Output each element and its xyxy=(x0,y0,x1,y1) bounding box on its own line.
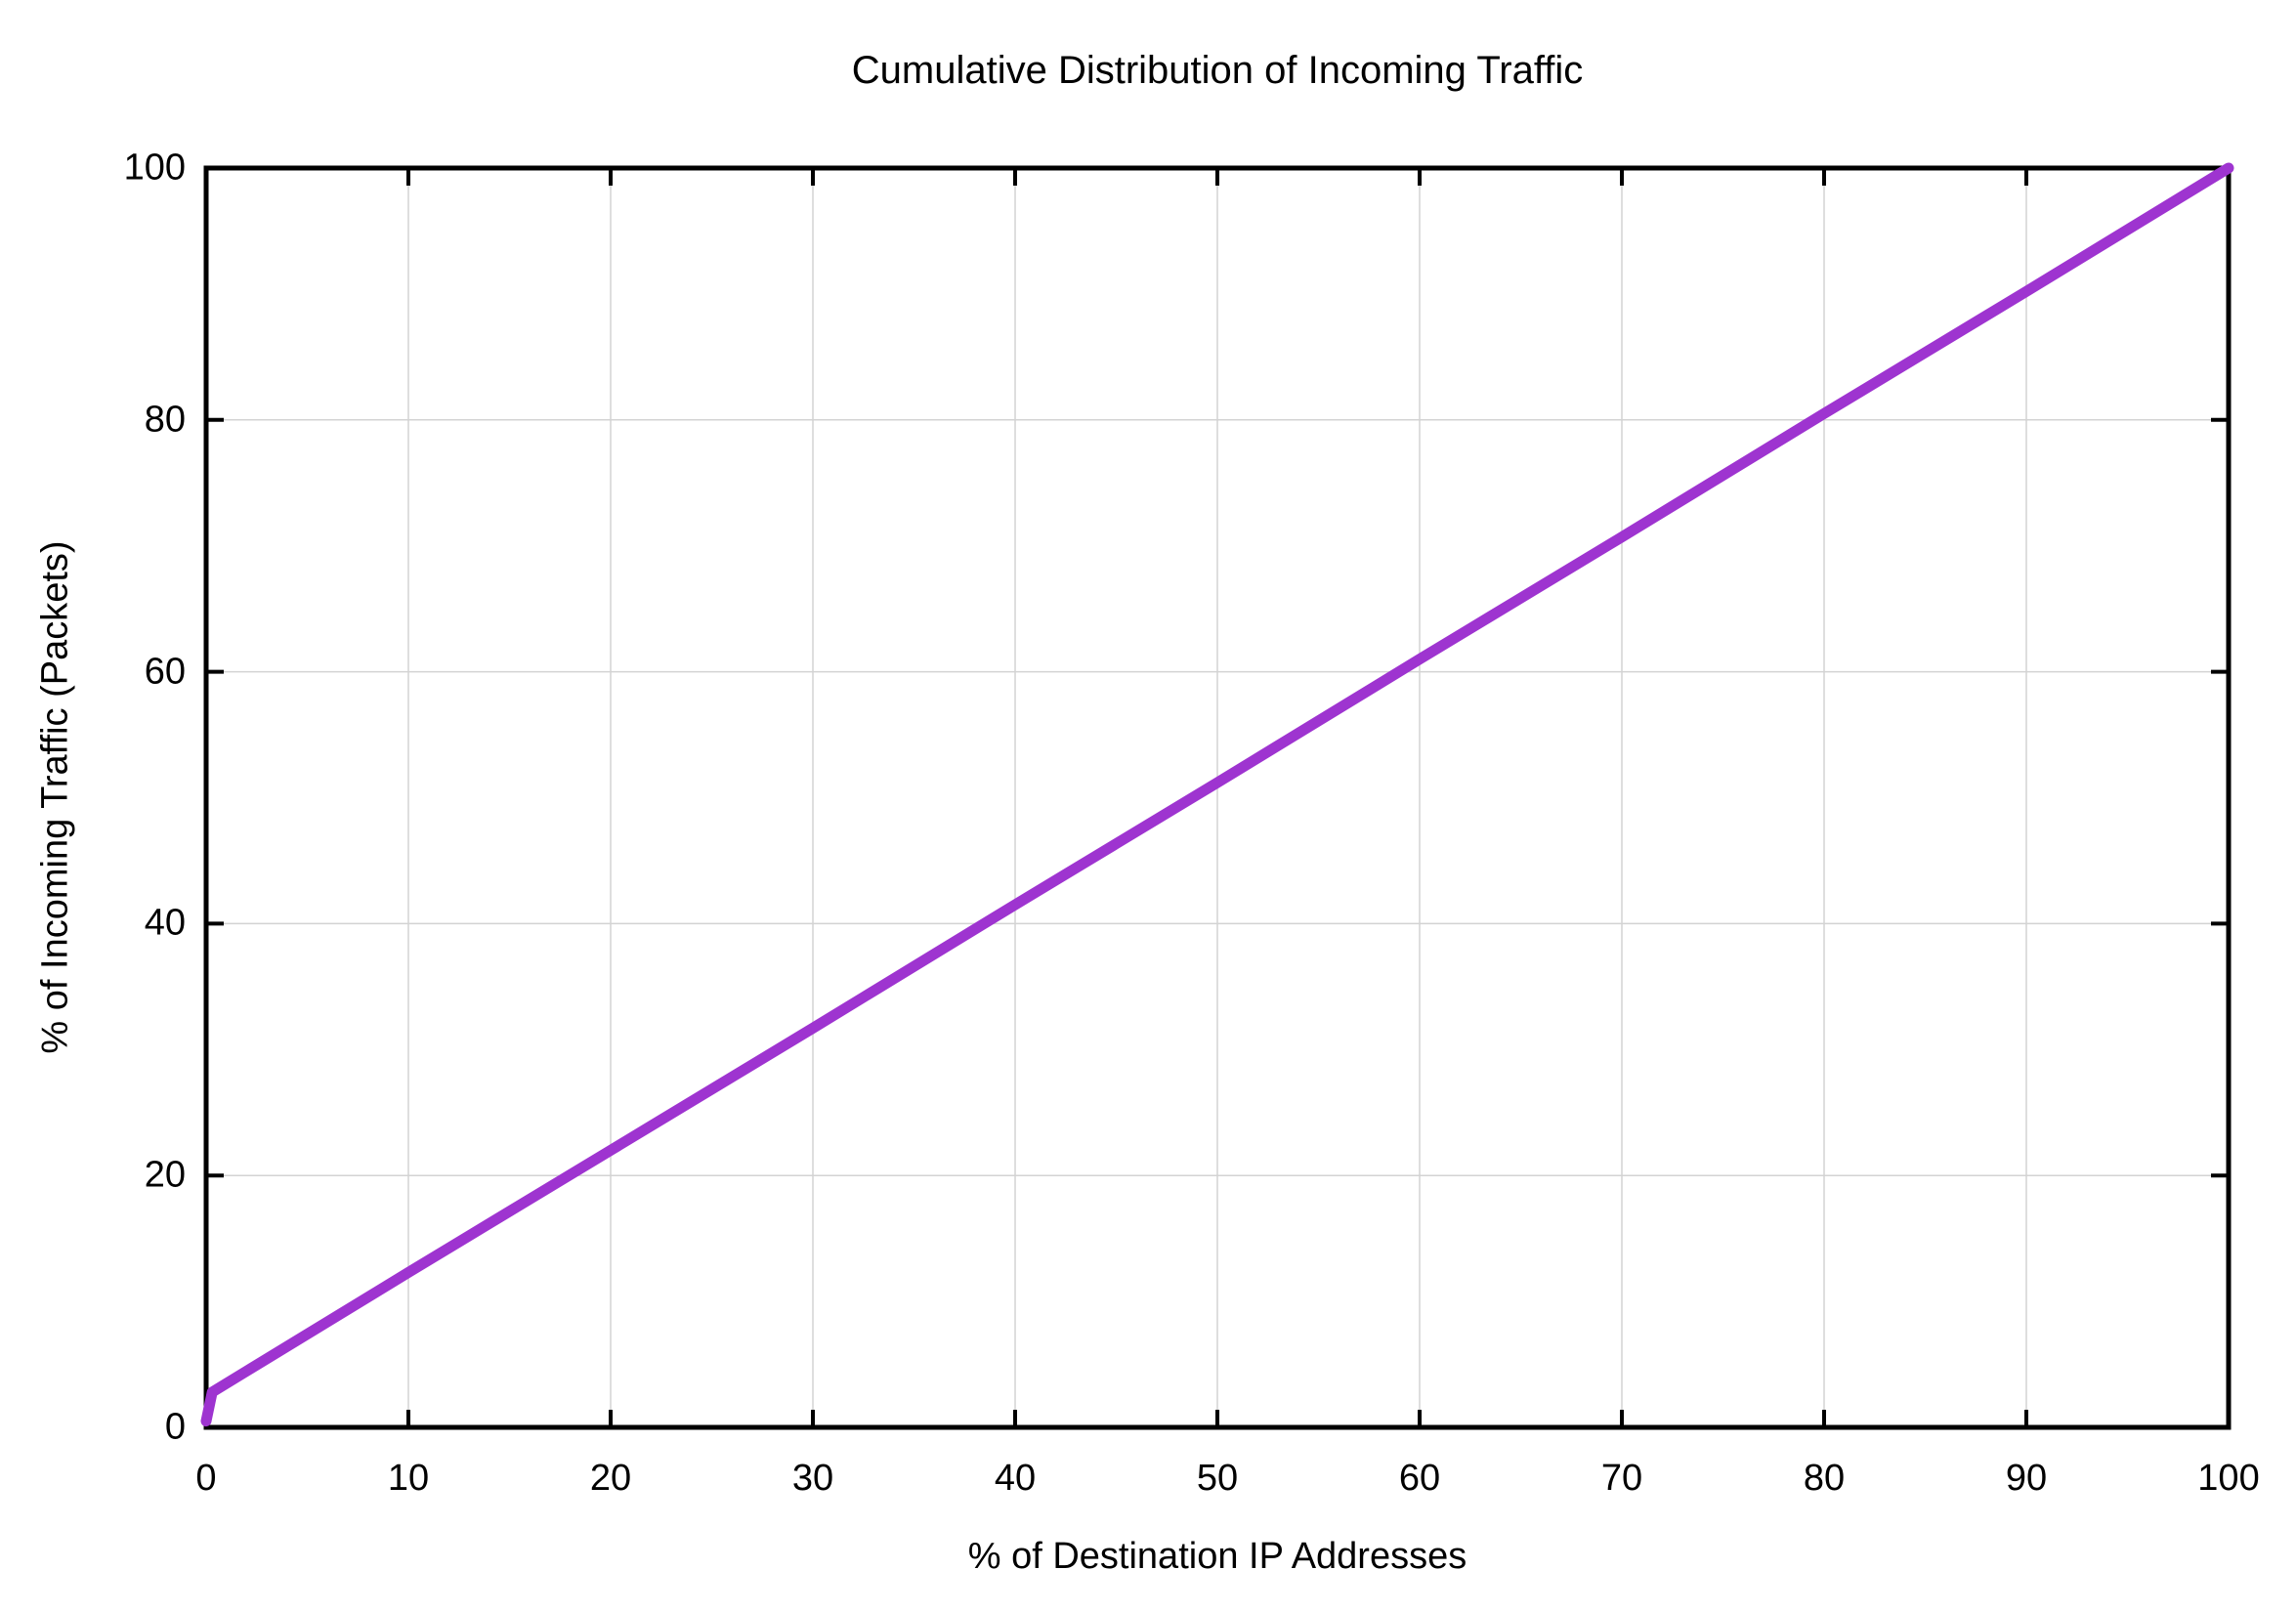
cdf-line xyxy=(200,162,2234,1427)
x-axis-label: % of Destination IP Addresses xyxy=(967,1536,1467,1577)
x-tick-label: 90 xyxy=(2005,1458,2048,1499)
x-tick-label: 30 xyxy=(791,1458,834,1499)
x-tick-label: 80 xyxy=(1803,1458,1846,1499)
y-tick-label: 0 xyxy=(164,1406,186,1448)
chart-title: Cumulative Distribution of Incoming Traf… xyxy=(851,49,1584,92)
x-tick-label: 50 xyxy=(1196,1458,1239,1499)
x-tick-label: 100 xyxy=(2197,1458,2260,1499)
x-tick-label: 0 xyxy=(195,1458,217,1499)
x-tick-label: 40 xyxy=(994,1458,1037,1499)
x-tick-label: 60 xyxy=(1398,1458,1441,1499)
y-tick-label: 100 xyxy=(123,147,186,189)
y-tick-label: 60 xyxy=(144,651,186,693)
y-tick-label: 20 xyxy=(144,1154,186,1196)
y-tick-label: 80 xyxy=(144,399,186,441)
y-tick-label: 40 xyxy=(144,902,186,944)
x-tick-label: 20 xyxy=(589,1458,632,1499)
x-tick-label: 70 xyxy=(1600,1458,1643,1499)
x-tick-label: 10 xyxy=(387,1458,430,1499)
